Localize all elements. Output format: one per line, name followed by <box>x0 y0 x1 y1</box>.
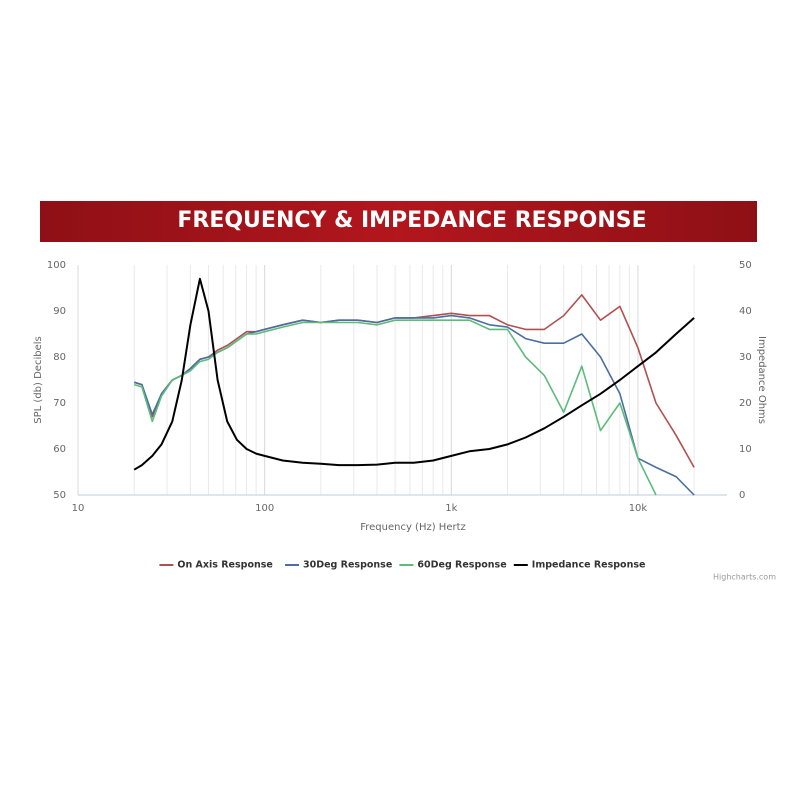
y-tick-label: 50 <box>53 490 66 501</box>
y-tick-label: 70 <box>53 398 66 409</box>
y2-tick-label: 0 <box>739 490 745 501</box>
y-axis-title: SPL (db) Decibels <box>33 336 44 423</box>
credits: Highcharts.com <box>713 573 776 582</box>
x-tick-label: 100 <box>255 503 274 514</box>
y-tick-label: 60 <box>53 444 66 455</box>
x-tick-label: 10k <box>629 503 648 514</box>
legend-label: On Axis Response <box>177 560 272 571</box>
legend-label: Impedance Response <box>532 560 646 571</box>
legend-label: 60Deg Response <box>417 560 506 571</box>
x-axis-title: Frequency (Hz) Hertz <box>360 522 466 533</box>
y-tick-label: 80 <box>53 352 66 363</box>
chart-title: FREQUENCY & IMPEDANCE RESPONSE <box>177 208 646 233</box>
y2-tick-label: 10 <box>739 444 752 455</box>
title-band <box>40 201 757 242</box>
y2-tick-label: 40 <box>739 306 752 317</box>
y2-tick-label: 30 <box>739 352 752 363</box>
x-tick-label: 1k <box>445 503 457 514</box>
y2-tick-label: 50 <box>739 260 752 271</box>
series-line <box>133 314 695 496</box>
series-line <box>133 277 695 471</box>
x-tick-label: 10 <box>72 503 85 514</box>
y2-axis-title: Impedance Ohms <box>756 336 767 424</box>
y-tick-label: 100 <box>47 260 66 271</box>
series-line <box>133 319 657 496</box>
y2-tick-label: 20 <box>739 398 752 409</box>
y-tick-label: 90 <box>53 306 66 317</box>
legend-label: 30Deg Response <box>303 560 392 571</box>
